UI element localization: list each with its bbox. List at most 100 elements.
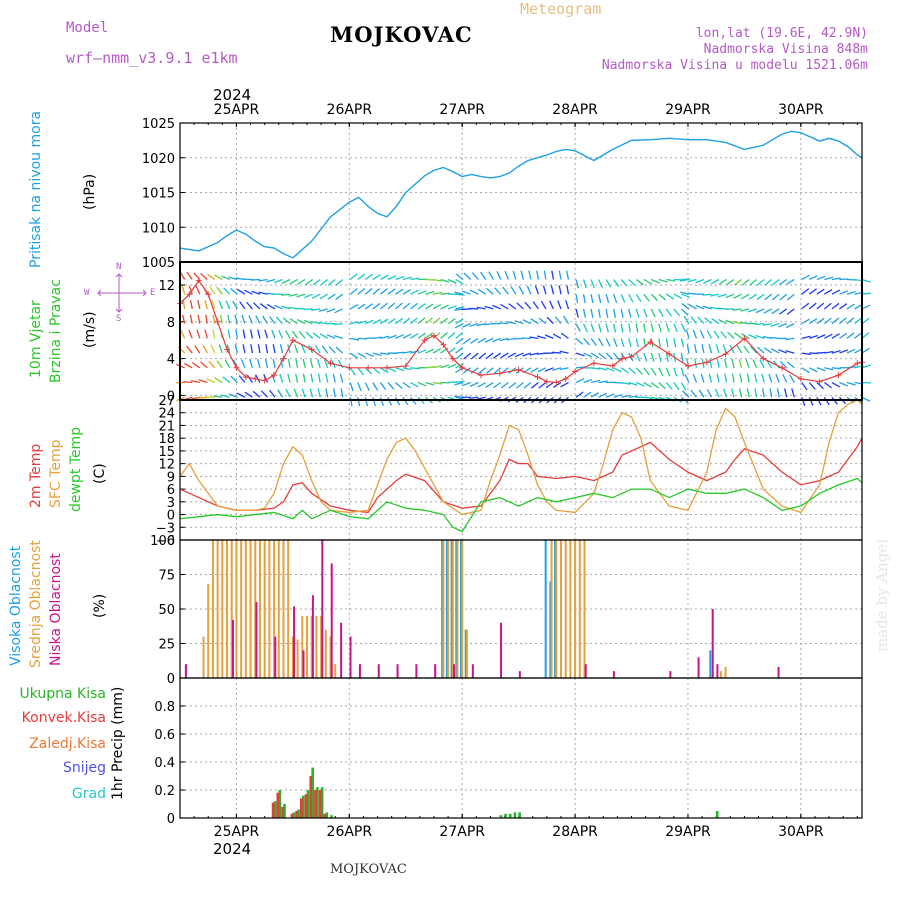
ytick-label: 24 [158,407,175,422]
wind-arrow [839,349,849,354]
wind-arrow [266,278,276,283]
cloud-low-bar [358,664,361,678]
wind-arrow [410,381,419,388]
wind-arrow [854,348,863,354]
model-name: wrf–nmm_v3.9.1 e1km [66,49,238,67]
precip-convective-bar [304,794,308,818]
wind-arrow [357,382,362,392]
wind-arrow [302,358,306,368]
wind-arrow [357,287,366,295]
precip-total-bar [283,804,286,818]
wind-arrow [673,308,681,317]
wind-arrow [493,367,502,375]
wind-arrow [801,335,811,339]
wind-arrow [738,388,743,398]
cloud-low-bar [330,563,333,678]
precip-total-bar [499,815,503,818]
wind-arrow [714,388,720,398]
wind-arrow [417,349,427,354]
top-day-label: 25APR [214,102,260,118]
wind-arrow [523,382,532,389]
wind-arrow [779,308,788,315]
wind-arrow [197,314,201,324]
wind-arrow [563,315,570,324]
cloud-low-bar [302,650,305,678]
ytick-label: 0 [167,509,175,524]
wind-arrow [651,278,660,284]
wind-arrow [196,329,201,339]
wind-arrow [493,381,502,389]
cloud-mid-bar [244,540,247,678]
wind-arrow [665,382,673,390]
wind-arrow [484,305,494,310]
wind-arrow [831,277,841,281]
wind-arrow [455,352,464,360]
precip-total-bar [278,790,282,818]
wind-arrow [462,367,472,374]
wind-arrow [214,274,223,281]
wind-arrow [232,300,238,310]
wind-arrow [605,367,615,372]
wind-arrow [768,373,773,383]
wind-arrow [507,352,517,358]
wind-arrow [688,303,697,310]
wind-arrow [380,318,389,325]
wind-arrow [425,366,435,369]
wind-arrow [335,278,344,286]
precip-total-bar [330,815,333,818]
wind-arrow [349,288,358,295]
top-day-label: 28APR [552,102,598,118]
cloud-mid-bar [447,540,450,678]
wind-arrow [425,348,434,354]
wind-arrow [590,279,595,289]
cloud-low-bar [453,664,455,678]
wind-arrow [741,278,750,286]
wind-arrow [504,270,509,280]
wind-arrow [327,293,336,300]
wind-arrow [447,305,457,310]
wind-arrow [686,344,690,354]
wind-arrow [559,350,569,354]
wind-arrow [746,388,750,398]
wind-arrow-field [175,270,872,407]
wind-arrow [861,347,870,354]
cloud-low-bar [274,636,277,678]
cloud-high-bar [445,540,448,678]
wind-arrow [658,323,662,333]
wind-arrow [268,316,276,325]
wind-arrow [801,397,806,406]
wind-speed-point [703,359,710,366]
ytick-label: 100 [150,534,175,549]
wind-arrow [553,381,562,388]
wind-arrow [274,304,283,310]
wind-arrow [702,305,712,310]
wind-arrow [349,397,353,407]
wind-arrow [613,279,620,288]
wind-arrow [372,336,382,340]
wind-arrow [258,278,268,282]
wind-arrow [212,314,216,324]
wind-arrow [665,367,671,377]
legend-rain-total: Ukupna Kisa [19,686,106,702]
wind-arrow [291,330,299,339]
wind-arrow [477,288,487,295]
wind-arrow [314,345,321,354]
wind-arrow [550,285,555,295]
wind-arrow [684,374,690,383]
wind-arrow [538,317,547,325]
cloud-mid-bar [574,540,577,678]
wind-arrow [708,373,713,383]
wind-arrow [462,323,471,328]
wind-arrow [650,308,656,318]
wind-arrow [683,315,690,324]
wind-arrow [264,358,269,368]
wind-arrow [455,305,465,310]
wind-arrow [508,303,517,310]
bottom-day-label: 25APR [214,824,260,840]
wind-arrow [854,317,862,325]
wind-arrow [454,381,464,386]
wind-arrow [831,289,841,295]
precip-convective-bar [281,806,284,818]
cloud-mid-bar [277,540,280,678]
ytick-label: 0 [167,672,175,687]
